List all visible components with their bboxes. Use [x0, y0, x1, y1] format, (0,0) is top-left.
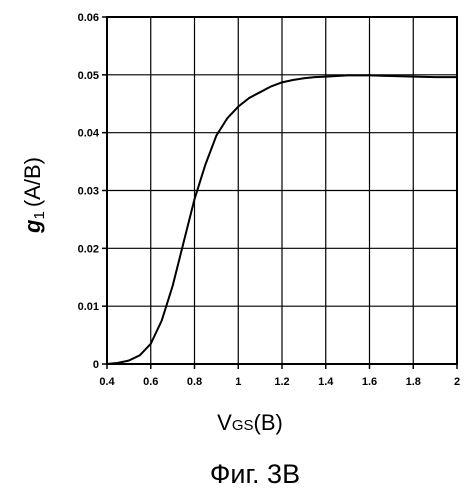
x-tick-label: 1.4: [318, 376, 334, 388]
x-tick-label: 0.4: [99, 376, 115, 388]
y-tick-label: 0.03: [78, 186, 99, 198]
y-axis-label: g1 (A/B): [20, 157, 48, 234]
x-tick-label: 0.8: [187, 376, 202, 388]
x-axis-label-main: V: [217, 410, 232, 435]
x-tick-label: 0.6: [143, 376, 158, 388]
x-tick-label: 1.8: [406, 376, 421, 388]
ticks: [102, 17, 457, 369]
y-tick-label: 0.02: [78, 243, 99, 255]
y-tick-label: 0.04: [78, 128, 100, 140]
x-tick-label: 2: [454, 376, 460, 388]
grid: [107, 17, 457, 364]
y-tick-label: 0.05: [78, 70, 99, 82]
y-tick-label: 0.06: [78, 12, 99, 24]
y-tick-label: 0.01: [78, 301, 99, 313]
x-tick-labels: 0.4 0.6 0.8 1 1.2 1.4 1.6 1.8 2: [99, 376, 460, 388]
x-axis-label-unit: (B): [254, 410, 283, 435]
y-axis-label-main: g: [20, 219, 45, 234]
y-axis-label-sub: 1: [31, 211, 48, 219]
y-axis-label-unit: (A/B): [20, 157, 45, 207]
x-tick-label: 1.2: [274, 376, 289, 388]
x-axis-label: VGS(B): [217, 410, 283, 435]
x-tick-label: 1: [235, 376, 241, 388]
x-tick-label: 1.6: [362, 376, 377, 388]
y-tick-label: 0: [93, 359, 99, 371]
x-axis-label-sub: GS: [232, 417, 254, 434]
y-tick-labels: 0 0.01 0.02 0.03 0.04 0.05 0.06: [78, 12, 100, 371]
figure-caption: Фиг. 3В: [210, 459, 300, 489]
